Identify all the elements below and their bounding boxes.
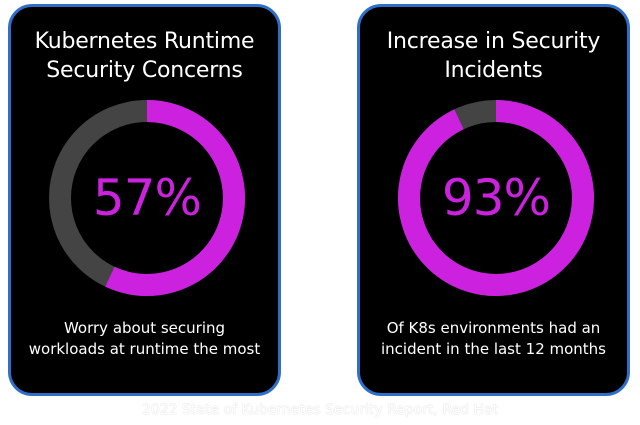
donut-svg (398, 100, 594, 296)
card-caption-line: incident in the last 12 months (381, 340, 606, 358)
card-caption-line: Of K8s environments had an (386, 319, 601, 337)
card-caption-line: workloads at runtime the most (28, 340, 261, 358)
card-title: Increase in Security Incidents (360, 27, 627, 85)
card-title-line: Increase in Security (386, 29, 601, 54)
card-title-line: Kubernetes Runtime (34, 29, 255, 54)
donut-value-arc (105, 100, 245, 296)
source-citation: 2022 State of Kubernetes Security Report… (141, 402, 499, 418)
card-caption: Worry about securing workloads at runtim… (11, 318, 278, 360)
card-title-line: Incidents (444, 58, 543, 83)
donut-value-arc (398, 100, 594, 296)
card-caption: Of K8s environments had an incident in t… (360, 318, 627, 360)
card-caption-line: Worry about securing (63, 319, 226, 337)
donut-chart: 57% (47, 98, 247, 298)
card-title-line: Security Concerns (46, 58, 243, 83)
donut-svg (49, 100, 245, 296)
donut-percent-label: 57% (92, 169, 202, 227)
donut-chart: 93% (396, 98, 596, 298)
donut-percent-label: 93% (441, 169, 551, 227)
security-incidents-card: Increase in Security Incidents 93% Of K8… (357, 4, 630, 396)
card-title: Kubernetes Runtime Security Concerns (11, 27, 278, 85)
runtime-concerns-card: Kubernetes Runtime Security Concerns 57%… (8, 4, 281, 396)
